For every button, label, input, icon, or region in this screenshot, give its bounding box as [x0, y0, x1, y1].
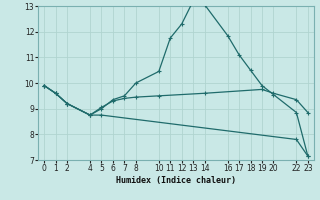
X-axis label: Humidex (Indice chaleur): Humidex (Indice chaleur) — [116, 176, 236, 185]
